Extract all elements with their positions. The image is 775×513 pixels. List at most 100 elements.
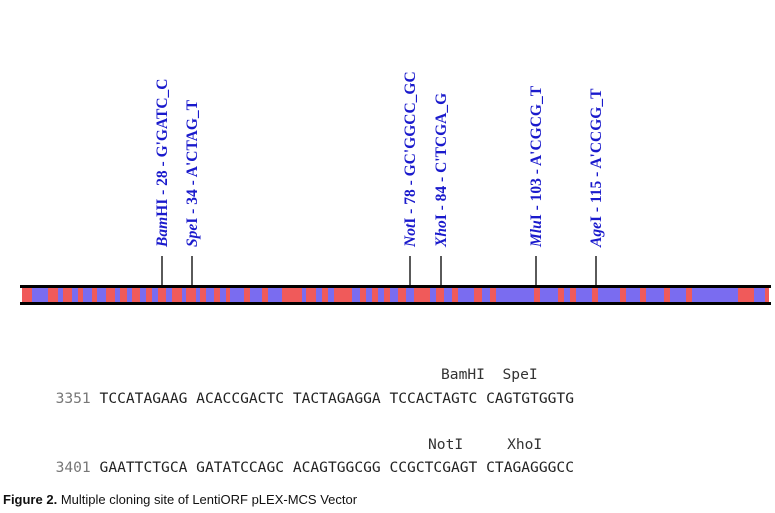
site-ticks <box>161 256 597 285</box>
bar-segment <box>474 288 482 302</box>
bar-segment <box>146 288 152 302</box>
bar-segment <box>592 288 598 302</box>
bar-segment <box>282 288 302 302</box>
bar-segment <box>302 288 306 302</box>
bar-segment <box>540 288 558 302</box>
bar-segment <box>316 288 322 302</box>
bar-segment <box>172 288 182 302</box>
bar-segment <box>166 288 172 302</box>
bar-segment <box>152 288 158 302</box>
bar-segment <box>78 288 83 302</box>
bar-segment <box>22 288 32 302</box>
bar-segment <box>48 288 58 302</box>
bar-segment <box>490 288 496 302</box>
bar-top-border <box>20 285 771 288</box>
bar-segment <box>366 288 372 302</box>
bar-segment <box>262 288 268 302</box>
bar-segment <box>328 288 334 302</box>
caption-label: Figure 2. <box>3 492 58 507</box>
bar-segment <box>115 288 120 302</box>
bar-segment <box>384 288 390 302</box>
bar-segment <box>378 288 384 302</box>
bar-segment <box>32 288 48 302</box>
bar-segment <box>322 288 328 302</box>
bar-bottom-border <box>20 302 771 305</box>
enzyme-annotation-line-1: BamHI SpeI <box>38 349 538 383</box>
bar-segment <box>352 288 360 302</box>
bar-segment <box>496 288 534 302</box>
sequence-text-2: GAATTCTGCA GATATCCAGC ACAGTGGCGG CCGCTCG… <box>99 459 574 476</box>
bar-segment <box>360 288 366 302</box>
bar-segment <box>196 288 200 302</box>
bar-segment <box>230 288 244 302</box>
bar-segment <box>127 288 132 302</box>
bar-segment <box>182 288 186 302</box>
bar-segment <box>250 288 262 302</box>
restriction-map: BamHI - 28 - G'GATC_C SpeI - 34 - A'CTAG_… <box>20 71 771 305</box>
bar-segment <box>444 288 452 302</box>
bar-segment <box>372 288 378 302</box>
bar-segment <box>564 288 570 302</box>
bar-segment <box>140 288 146 302</box>
bar-segment <box>214 288 220 302</box>
bar-segment <box>692 288 738 302</box>
bar-segment <box>120 288 127 302</box>
bar-segment <box>58 288 63 302</box>
bar-segment <box>436 288 444 302</box>
bar-segment <box>186 288 196 302</box>
site-label-spei: SpeI - 34 - A'CTAG_T <box>184 99 201 247</box>
sequence-text-1: TCCATAGAAG ACACCGACTC TACTAGAGGA TCCACTA… <box>99 390 574 407</box>
bar-segment <box>406 288 414 302</box>
bar-segment <box>534 288 540 302</box>
bar-segment <box>430 288 436 302</box>
bar-segment <box>306 288 316 302</box>
bar-segment <box>738 288 754 302</box>
bar-segment <box>765 288 769 302</box>
bar-segment <box>570 288 576 302</box>
bar-segment <box>640 288 646 302</box>
enzyme-annotation-line-2: NotI XhoI <box>38 419 542 453</box>
site-label-xhoi: XhoI - 84 - C'TCGA_G <box>433 93 450 248</box>
bar-segment <box>670 288 686 302</box>
bar-segment <box>83 288 92 302</box>
bar-segment <box>158 288 166 302</box>
site-label-noti: NotI - 78 - GC'GGCC_GC <box>402 71 419 248</box>
vector-bar <box>20 285 771 305</box>
bar-segment <box>132 288 140 302</box>
bar-segment <box>244 288 250 302</box>
bar-segment <box>92 288 97 302</box>
sequence-line-2: 3401 GAATTCTGCA GATATCCAGC ACAGTGGCGG CC… <box>38 442 574 476</box>
sequence-number-1: 3351 <box>55 390 91 407</box>
bar-segment <box>206 288 214 302</box>
caption-text: Multiple cloning site of LentiORF pLEX-M… <box>60 492 358 507</box>
site-label-agei: AgeI - 115 - A'CCGG_T <box>588 88 605 248</box>
bar-segment <box>63 288 72 302</box>
bar-segment <box>754 288 765 302</box>
bar-segment <box>398 288 406 302</box>
bar-segment <box>482 288 490 302</box>
bar-segment <box>686 288 692 302</box>
bar-segment <box>452 288 458 302</box>
figure-caption: Figure 2. Multiple cloning site of Lenti… <box>3 492 357 507</box>
bar-segment <box>414 288 430 302</box>
bar-segment <box>558 288 564 302</box>
bar-segment <box>390 288 398 302</box>
site-label-bamhi: BamHI - 28 - G'GATC_C <box>154 78 171 248</box>
enzyme-annotation-2: NotI XhoI <box>428 436 543 453</box>
bar-segment <box>626 288 640 302</box>
site-label-mlui: MluI - 103 - A'CGCG_T <box>528 85 545 248</box>
bar-segment <box>72 288 78 302</box>
bar-segment <box>646 288 664 302</box>
bar-segment <box>106 288 115 302</box>
site-labels: BamHI - 28 - G'GATC_C SpeI - 34 - A'CTAG_… <box>154 71 605 248</box>
bar-segment <box>620 288 626 302</box>
sequence-number-2: 3401 <box>55 459 91 476</box>
bar-segment <box>97 288 106 302</box>
bar-segment <box>200 288 206 302</box>
bar-segment <box>220 288 226 302</box>
enzyme-annotation-1: BamHI SpeI <box>441 366 538 383</box>
bar-segment <box>458 288 474 302</box>
sequence-line-1: 3351 TCCATAGAAG ACACCGACTC TACTAGAGGA TC… <box>38 373 574 407</box>
bar-segment <box>598 288 620 302</box>
bar-segment <box>334 288 352 302</box>
